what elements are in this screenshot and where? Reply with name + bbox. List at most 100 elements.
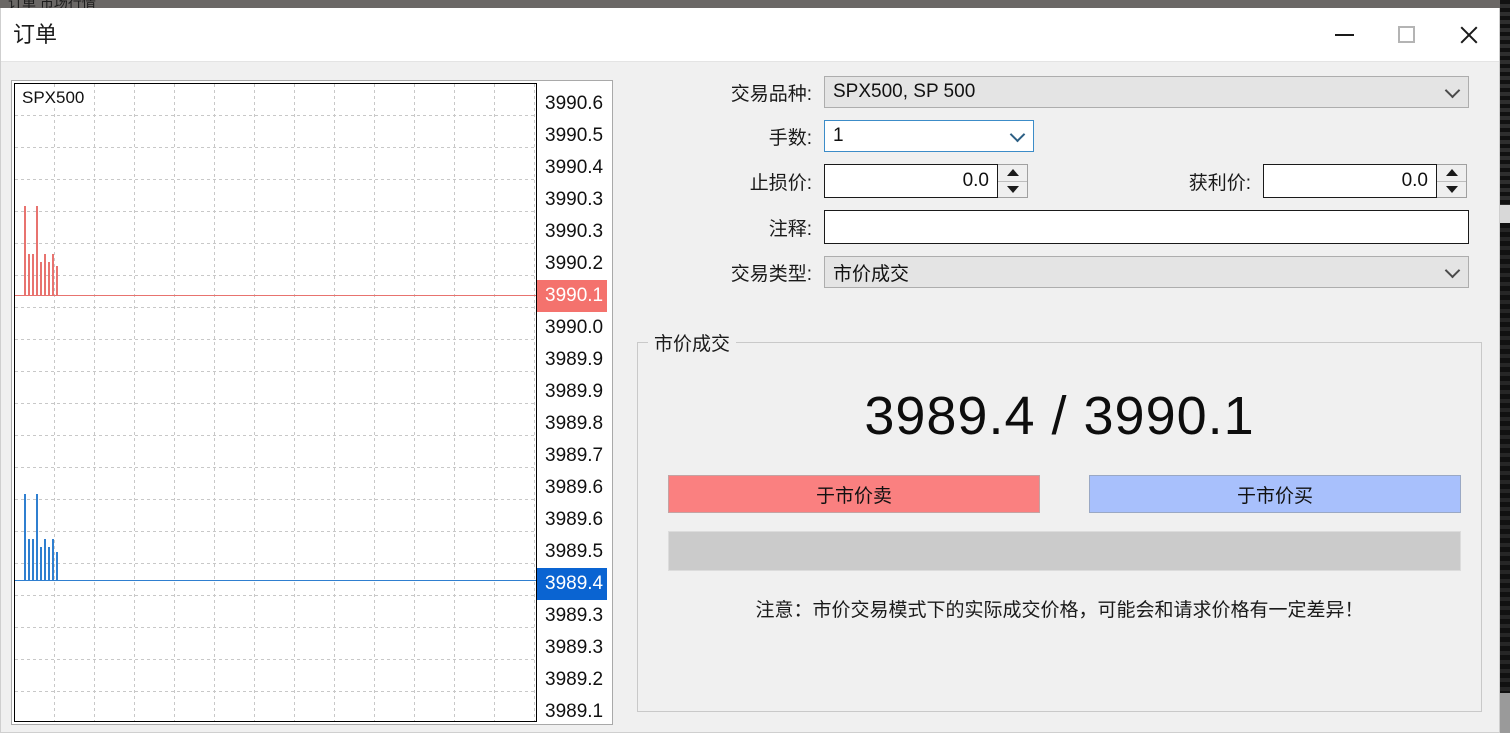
price-scale-label: 3990.4: [545, 157, 604, 178]
action-buttons: 于市价卖 于市价买: [668, 475, 1461, 513]
triangle-down-icon: [1006, 185, 1019, 193]
bid-tick: [36, 494, 38, 580]
price-scale-label: 3989.8: [545, 413, 604, 434]
comment-input[interactable]: [824, 210, 1469, 244]
volume-value: 1: [833, 125, 844, 146]
triangle-down-icon: [1445, 185, 1458, 193]
volume-select[interactable]: 1: [824, 120, 1034, 152]
bid-tick: [52, 539, 54, 580]
close-icon: [1458, 25, 1478, 45]
buy-at-market-button[interactable]: 于市价买: [1089, 475, 1461, 513]
price-scale-label: 3989.3: [545, 605, 604, 626]
tick-chart-panel[interactable]: SPX500: [11, 80, 613, 725]
price-scale-label: 3990.3: [545, 221, 604, 242]
chevron-down-icon: [1444, 262, 1461, 279]
ask-tick: [24, 206, 26, 295]
triangle-up-icon: [1445, 169, 1458, 177]
take-profit-increment-button[interactable]: [1437, 165, 1466, 181]
dialog-body: SPX500: [1, 62, 1499, 733]
stop-loss-decrement-button[interactable]: [998, 180, 1027, 197]
price-scale-label: 3989.1: [545, 701, 604, 722]
price-scale-label: 3989.3: [545, 637, 604, 658]
ask-tick: [52, 254, 54, 295]
chevron-down-icon: [1444, 82, 1461, 99]
comment-label: 注释:: [768, 218, 812, 240]
chart-plot-area[interactable]: SPX500: [14, 83, 537, 722]
price-scale-label: 3989.9: [545, 381, 604, 402]
ask-tick: [56, 266, 58, 295]
background-segment-b: [1500, 205, 1510, 223]
title-bar: 订单: [1, 8, 1499, 62]
ask-tick: [32, 254, 34, 295]
background-window-title: 订单 市场行情: [8, 0, 96, 11]
background-segment-d: [1500, 693, 1510, 733]
symbol-label: 交易品种:: [730, 83, 812, 105]
order-dialog: 订单 SPX500: [0, 8, 1500, 733]
price-scale-label: 3990.2: [545, 253, 604, 274]
bid-tick: [28, 539, 30, 580]
order-type-label: 交易类型:: [730, 263, 812, 285]
take-profit-input[interactable]: 0.0: [1263, 164, 1437, 198]
take-profit-spinner: [1437, 164, 1467, 198]
price-scale-label: 3989.9: [545, 349, 604, 370]
execution-group-title: 市价成交: [648, 329, 737, 356]
ask-tick: [48, 262, 50, 295]
price-scale-label: 3990.3: [545, 189, 604, 210]
triangle-up-icon: [1006, 169, 1019, 177]
bid-price-badge: 3989.4: [537, 568, 607, 600]
quote-display: 3989.4 / 3990.1: [864, 386, 1255, 446]
chart-symbol-label: SPX500: [20, 88, 87, 108]
bid-tick: [32, 539, 34, 580]
comment-row: 注释:: [629, 210, 1487, 244]
bid-tick: [24, 494, 26, 580]
price-scale-label: 3989.6: [545, 509, 604, 530]
price-scale-label: 3990.6: [545, 93, 604, 114]
ask-price-badge: 3990.1: [537, 280, 607, 312]
ask-tick: [28, 254, 30, 295]
order-form: 交易品种: SPX500, SP 500 手数: 1 止损价:: [629, 76, 1487, 726]
ask-tick: [40, 262, 42, 295]
ask-price-line: [15, 295, 536, 296]
stop-loss-stepper[interactable]: 0.0: [824, 164, 1028, 198]
stop-loss-spinner: [998, 164, 1028, 198]
ask-tick: [44, 254, 46, 295]
maximize-icon: [1397, 26, 1415, 43]
window-controls: [1313, 8, 1499, 61]
bid-price-line: [15, 580, 536, 581]
ask-tick: [36, 206, 38, 295]
price-scale-label: 3990.5: [545, 125, 604, 146]
sell-at-market-button[interactable]: 于市价卖: [668, 475, 1040, 513]
stop-loss-input[interactable]: 0.0: [824, 164, 998, 198]
bid-tick: [40, 547, 42, 580]
symbol-row: 交易品种: SPX500, SP 500: [629, 76, 1487, 108]
execution-note: 注意：市价交易模式下的实际成交价格，可能会和请求价格有一定差异！: [755, 600, 1364, 621]
symbol-select[interactable]: SPX500, SP 500: [824, 76, 1469, 108]
maximize-button[interactable]: [1375, 8, 1437, 61]
execution-group: 市价成交 3989.4 / 3990.1 于市价卖 于市价买 注意：市价交易模式…: [637, 329, 1482, 712]
volume-label: 手数:: [768, 127, 812, 149]
price-scale-label: 3989.5: [545, 541, 604, 562]
price-row: 止损价: 0.0 获利价: 0.0: [629, 164, 1487, 198]
price-scale-label: 3989.6: [545, 477, 604, 498]
order-type-row: 交易类型: 市价成交: [629, 256, 1487, 288]
order-type-select[interactable]: 市价成交: [824, 256, 1469, 288]
background-segment-c: [1500, 223, 1510, 693]
minimize-button[interactable]: [1313, 8, 1375, 61]
take-profit-label: 获利价:: [1188, 172, 1251, 194]
bid-tick: [56, 552, 58, 580]
stop-loss-label: 止损价:: [749, 172, 812, 194]
price-scale-label: 3990.0: [545, 317, 604, 338]
close-button[interactable]: [1437, 8, 1499, 61]
take-profit-decrement-button[interactable]: [1437, 180, 1466, 197]
background-window-right: [1500, 0, 1510, 733]
stop-loss-increment-button[interactable]: [998, 165, 1027, 181]
minimize-icon: [1334, 33, 1354, 36]
price-scale-label: 3989.2: [545, 669, 604, 690]
volume-row: 手数: 1: [629, 120, 1487, 152]
price-scale[interactable]: 3990.6 3990.5 3990.4 3990.3 3990.3 3990.…: [537, 83, 610, 722]
page-title: 订单: [13, 22, 58, 47]
take-profit-stepper[interactable]: 0.0: [1263, 164, 1467, 198]
bid-tick: [48, 547, 50, 580]
chart-inner: SPX500: [14, 83, 610, 722]
